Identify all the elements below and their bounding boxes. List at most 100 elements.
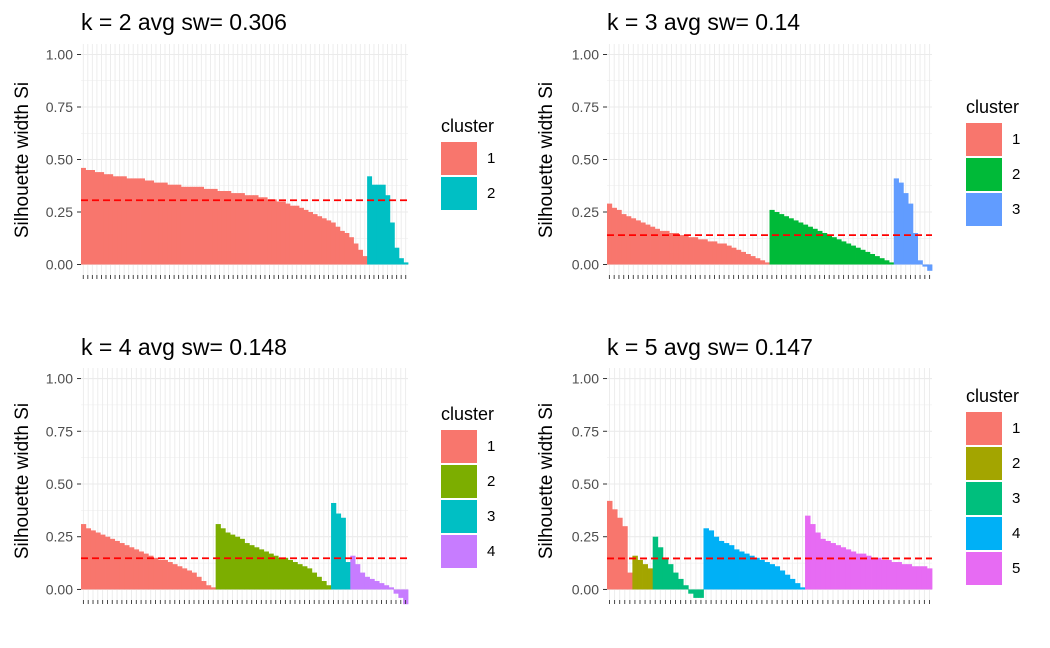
panel-title: k = 3 avg sw= 0.14 — [607, 9, 801, 35]
legend-item: 3 — [441, 499, 495, 534]
silhouette-bar — [637, 559, 643, 590]
silhouette-bar — [81, 167, 86, 265]
silhouette-bar — [196, 576, 202, 590]
silhouette-bar — [662, 557, 669, 590]
silhouette-bar — [789, 578, 796, 590]
silhouette-bar — [350, 555, 356, 590]
legend-swatch — [966, 482, 1002, 515]
silhouette-bar — [826, 235, 833, 265]
silhouette-bar — [750, 256, 756, 265]
y-tick-label: 0.75 — [572, 423, 599, 439]
silhouette-bar — [321, 218, 327, 265]
legend-label: 3 — [487, 508, 496, 525]
y-tick-label: 0.25 — [572, 204, 599, 220]
silhouette-bar — [262, 197, 268, 265]
silhouette-bar — [217, 191, 223, 265]
legend-swatch — [441, 142, 477, 175]
silhouette-bar — [903, 193, 909, 265]
silhouette-bar — [388, 587, 394, 590]
legend-item: 2 — [441, 464, 495, 499]
cluster-legend: cluster 1 2 3 4 5 — [966, 386, 1020, 586]
silhouette-bar — [303, 209, 309, 265]
silhouette-plot: 0.00 0.25 0.50 0.75 1.00 — [572, 368, 933, 604]
legend-label: 2 — [487, 185, 496, 202]
legend-item: 1 — [966, 122, 1020, 157]
silhouette-bar — [348, 237, 354, 265]
silhouette-bar — [148, 555, 154, 590]
silhouette-bar — [126, 178, 132, 265]
silhouette-bar — [627, 572, 633, 590]
silhouette-bar — [850, 245, 856, 265]
silhouette-bar — [249, 195, 254, 265]
legend-title: cluster — [966, 97, 1020, 117]
silhouette-bar — [345, 562, 351, 590]
silhouette-panel-k2: k = 2 avg sw= 0.306 Silhouette width Si … — [0, 0, 525, 324]
silhouette-bar — [143, 553, 149, 590]
silhouette-bar — [308, 212, 314, 265]
silhouette-bar — [383, 585, 390, 590]
silhouette-bar — [340, 517, 346, 590]
silhouette-bar — [226, 191, 232, 265]
silhouette-bar — [112, 176, 118, 265]
silhouette-bar — [669, 233, 675, 265]
silhouette-bar — [845, 549, 852, 590]
silhouette-bar — [774, 566, 781, 590]
silhouette-bar — [815, 532, 821, 590]
legend-swatch — [441, 177, 477, 210]
silhouette-bar — [221, 191, 227, 265]
silhouette-bar — [220, 528, 226, 590]
y-tick-label: 0.25 — [46, 529, 73, 545]
silhouette-bar — [784, 574, 791, 590]
silhouette-bar — [403, 589, 409, 605]
silhouette-bar — [855, 247, 861, 265]
legend-item: 1 — [441, 141, 495, 176]
legend-swatch — [441, 535, 477, 568]
silhouette-bar — [389, 222, 395, 265]
silhouette-bar — [707, 241, 713, 265]
silhouette-bar — [886, 559, 892, 590]
silhouette-panel-k5: k = 5 avg sw= 0.147 Silhouette width Si … — [525, 324, 1050, 648]
silhouette-bar — [678, 578, 684, 590]
y-tick-label: 1.00 — [572, 47, 599, 63]
silhouette-bar — [254, 547, 260, 590]
silhouette-bar — [380, 184, 386, 265]
silhouette-bar — [657, 547, 664, 590]
silhouette-bar — [215, 524, 221, 590]
y-tick-label: 1.00 — [46, 371, 73, 387]
legend-swatch — [966, 412, 1002, 445]
y-tick-label: 1.00 — [46, 47, 73, 63]
silhouette-bar — [921, 566, 928, 590]
silhouette-bar — [769, 564, 775, 590]
silhouette-bar — [893, 178, 899, 265]
silhouette-bar — [167, 184, 173, 265]
silhouette-bar — [176, 184, 182, 265]
silhouette-bar — [249, 545, 255, 590]
silhouette-bar — [199, 186, 205, 265]
silhouette-bar — [876, 557, 882, 590]
legend-label: 2 — [487, 473, 496, 490]
silhouette-bar — [802, 224, 809, 265]
silhouette-bar — [94, 172, 100, 265]
silhouette-bar — [312, 214, 318, 265]
silhouette-bar — [871, 557, 877, 590]
silhouette-bar — [898, 182, 904, 265]
silhouette-bar — [186, 570, 193, 590]
silhouette-bar — [793, 220, 799, 265]
legend-item: 1 — [966, 411, 1020, 446]
silhouette-bar — [234, 536, 241, 590]
silhouette-bar — [335, 513, 342, 590]
y-tick-label: 0.00 — [46, 257, 73, 273]
silhouette-bar — [133, 549, 140, 590]
silhouette-bar — [891, 562, 897, 590]
silhouette-bar — [394, 247, 400, 265]
silhouette-bar — [836, 239, 842, 265]
silhouette-bar — [90, 170, 96, 265]
silhouette-bar — [162, 559, 168, 590]
silhouette-bar — [393, 589, 399, 594]
silhouette-bar — [316, 576, 322, 590]
silhouette-bar — [285, 203, 291, 265]
silhouette-bar — [114, 540, 120, 590]
silhouette-bar — [95, 532, 101, 590]
silhouette-bar — [798, 222, 804, 265]
legend-title: cluster — [441, 116, 495, 136]
